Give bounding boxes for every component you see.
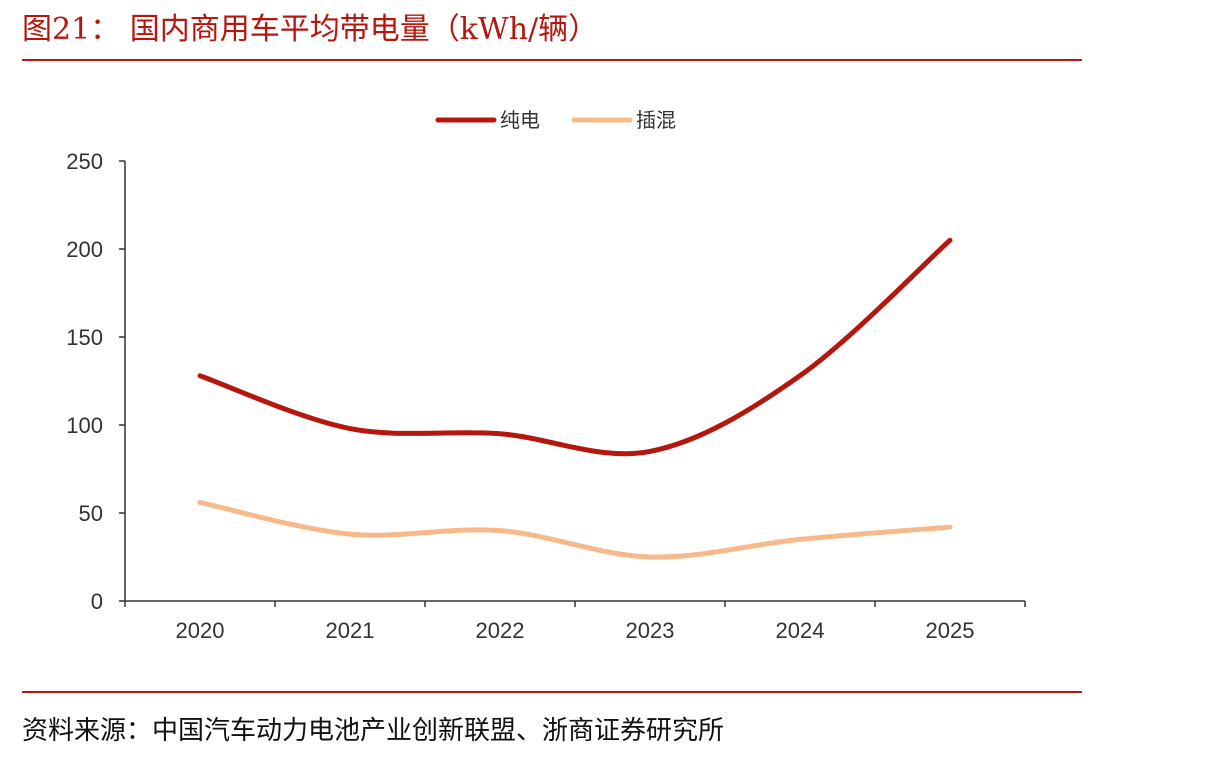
data-point	[650, 557, 651, 558]
source-divider	[22, 691, 1082, 693]
y-tick-label: 0	[91, 589, 103, 614]
y-tick-label: 200	[66, 237, 103, 262]
y-tick-label: 100	[66, 413, 103, 438]
legend-label-1: 插混	[636, 108, 676, 132]
x-tick-label: 2025	[926, 618, 975, 643]
y-tick-label: 250	[66, 149, 103, 174]
x-tick-label: 2024	[776, 618, 825, 643]
data-point	[950, 240, 951, 241]
series-line-0	[197, 237, 953, 457]
data-point	[350, 428, 351, 429]
y-tick-label: 50	[79, 501, 103, 526]
legend-label-0: 纯电	[500, 108, 540, 132]
x-tick-label: 2023	[626, 618, 675, 643]
title-divider	[22, 59, 1082, 61]
series-line-1	[197, 499, 953, 560]
data-point	[200, 375, 201, 376]
x-tick-label: 2021	[326, 618, 375, 643]
figure-title: 图21： 国内商用车平均带电量（kWh/辆）	[22, 12, 599, 47]
data-point	[650, 451, 651, 452]
source-note: 资料来源：中国汽车动力电池产业创新联盟、浙商证券研究所	[22, 716, 725, 746]
data-point	[800, 539, 801, 540]
x-tick-label: 2020	[176, 618, 225, 643]
x-tick-label: 2022	[476, 618, 525, 643]
data-point	[950, 527, 951, 528]
y-tick-label: 150	[66, 325, 103, 350]
data-point	[350, 534, 351, 535]
data-point	[500, 530, 501, 531]
data-point	[800, 375, 801, 376]
data-point	[200, 502, 201, 503]
data-point	[500, 433, 501, 434]
